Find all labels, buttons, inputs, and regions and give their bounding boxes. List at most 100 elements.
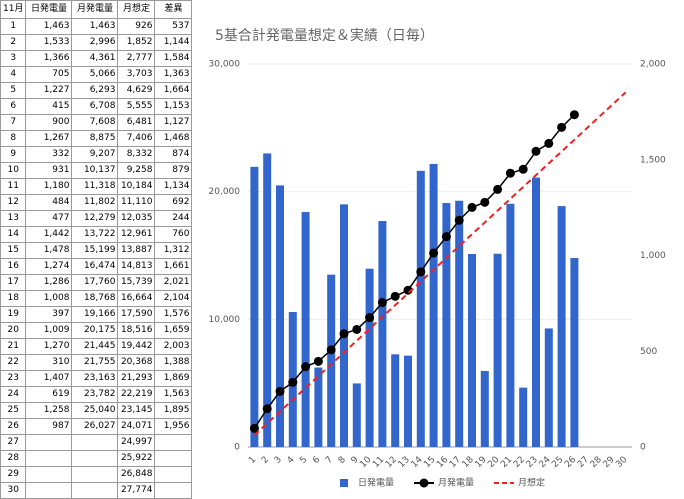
cell: 2	[0, 34, 27, 51]
bar	[416, 170, 425, 447]
cell: 21,445	[71, 338, 119, 355]
cell: 1,659	[154, 322, 193, 339]
cell: 13,887	[117, 242, 156, 259]
cell: 310	[25, 354, 73, 371]
x-tick-label: 7	[324, 455, 335, 466]
cell: 874	[154, 146, 193, 163]
row: 26 987 26,027 24,071 1,956	[0, 418, 193, 435]
row: 23 1,407 23,163 21,293 1,869	[0, 370, 193, 387]
cell: 7,608	[71, 114, 119, 131]
bar	[352, 383, 361, 447]
x-tick-label: 8	[337, 455, 348, 466]
y-tick-label: 10,000	[209, 315, 241, 325]
marker	[288, 377, 298, 387]
cell: 13	[0, 210, 27, 227]
cell: 1,563	[154, 386, 193, 403]
marker	[416, 267, 426, 277]
cell: 1,008	[25, 290, 73, 307]
cell: 1,270	[25, 338, 73, 355]
x-tick-label: 4	[286, 455, 297, 466]
cell: 26,848	[117, 466, 156, 483]
bar	[404, 355, 412, 447]
row: 15 1,478 15,199 13,887 1,312	[0, 242, 193, 259]
cell	[25, 434, 73, 451]
header-cell: 月想定	[117, 0, 156, 19]
cell: 18,516	[117, 322, 156, 339]
cell: 9	[0, 146, 27, 163]
cell: 879	[154, 162, 193, 179]
marker	[326, 345, 336, 355]
cell: 17	[0, 274, 27, 291]
cell: 19,442	[117, 338, 156, 355]
cell: 21,293	[117, 370, 156, 387]
x-tick-label: 3	[273, 455, 284, 466]
legend-label: 月想定	[518, 477, 545, 489]
cell: 900	[25, 114, 73, 131]
bar	[263, 153, 272, 448]
cell: 1	[0, 18, 27, 35]
bar	[442, 203, 451, 447]
row: 18 1,008 18,768 16,664 2,104	[0, 290, 193, 307]
y2-tick-label: 1,000	[640, 251, 666, 261]
cell: 23,163	[71, 370, 119, 387]
cell: 1,227	[25, 82, 73, 99]
y-tick-label: 30,000	[209, 60, 241, 70]
cell: 1,274	[25, 258, 73, 275]
row: 21 1,270 21,445 19,442 2,003	[0, 338, 193, 355]
header-cell: 11月	[0, 0, 27, 19]
cell: 2,003	[154, 338, 193, 355]
cell: 1,869	[154, 370, 193, 387]
cell: 3	[0, 50, 27, 67]
bar	[365, 268, 374, 447]
cell: 10,184	[117, 178, 156, 195]
cell: 1,895	[154, 402, 193, 419]
bar	[480, 370, 489, 447]
cell: 484	[25, 194, 73, 211]
row: 2 1,533 2,996 1,852 1,144	[0, 34, 193, 51]
row: 30 27,774	[0, 482, 193, 499]
marker	[365, 313, 375, 323]
cell: 15,739	[117, 274, 156, 291]
cell: 4,629	[117, 82, 156, 99]
cell: 1,661	[154, 258, 193, 275]
cell: 19	[0, 306, 27, 323]
cell	[71, 434, 119, 451]
cell: 9,207	[71, 146, 119, 163]
cell: 18,768	[71, 290, 119, 307]
cell: 11	[0, 178, 27, 195]
cell	[25, 450, 73, 467]
y2-tick-label: 500	[640, 347, 657, 357]
cell: 16,664	[117, 290, 156, 307]
cell: 8	[0, 130, 27, 147]
bar	[327, 274, 336, 447]
cell: 20,368	[117, 354, 156, 371]
marker	[352, 324, 362, 334]
cell: 926	[117, 18, 156, 35]
row: 12 484 11,802 11,110 692	[0, 194, 193, 211]
cell: 21	[0, 338, 27, 355]
cell: 23,782	[71, 386, 119, 403]
header-cell: 月発電量	[71, 0, 119, 19]
chart-title: 5基合計発電量想定＆実績（日毎）	[215, 27, 434, 44]
cell: 8,875	[71, 130, 119, 147]
x-tick-label: 30	[614, 455, 629, 470]
cell: 12,035	[117, 210, 156, 227]
row: 8 1,267 8,875 7,406 1,468	[0, 130, 193, 147]
cell: 1,267	[25, 130, 73, 147]
header-row: 11月 日発電量 月発電量 月想定 差異	[0, 0, 193, 19]
cell: 1,258	[25, 402, 73, 419]
cell	[71, 482, 119, 499]
bar	[391, 354, 400, 447]
row: 4 705 5,066 3,703 1,363	[0, 66, 193, 83]
row: 6 415 6,708 5,555 1,153	[0, 98, 193, 115]
x-tick-label: 1	[247, 455, 258, 466]
bar	[314, 367, 323, 447]
cell: 11,110	[117, 194, 156, 211]
cell: 1,463	[71, 18, 119, 35]
cell: 27,774	[117, 482, 156, 499]
cell: 23	[0, 370, 27, 387]
marker	[275, 386, 285, 396]
marker	[480, 197, 490, 207]
cell: 1,478	[25, 242, 73, 259]
